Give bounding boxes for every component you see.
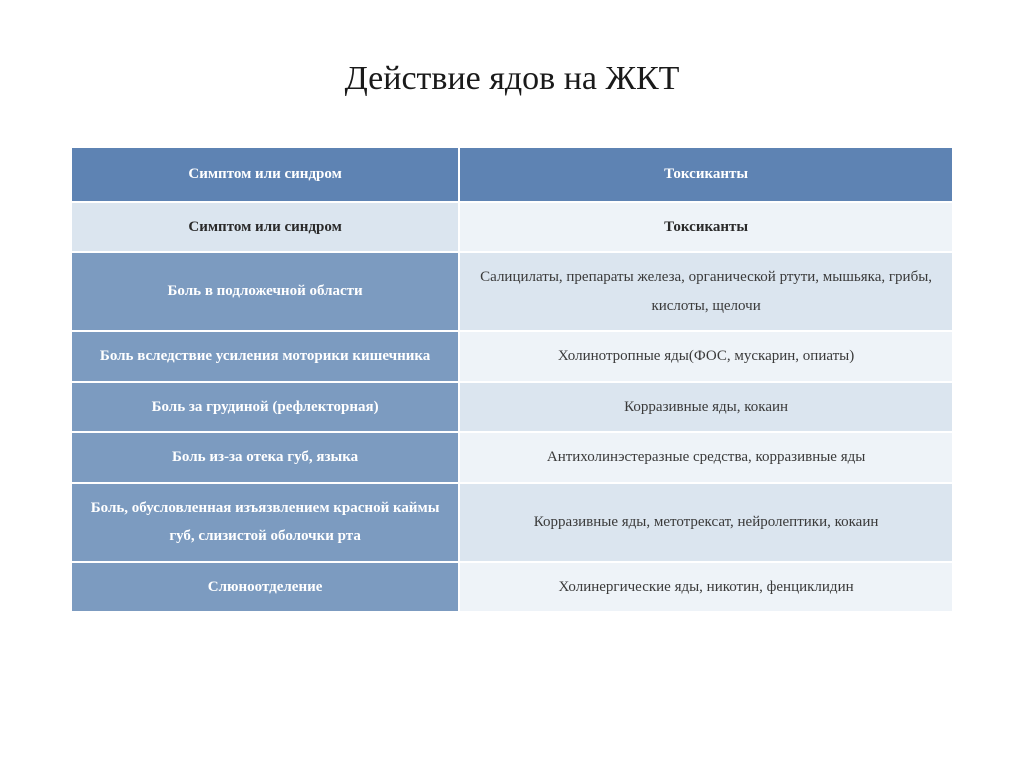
cell-toxicant: Холинергические яды, никотин, фенциклиди…	[459, 562, 952, 613]
cell-symptom: Боль вследствие усиления моторики кишечн…	[72, 331, 459, 382]
table-subheader-row: Симптом или синдром Токсиканты	[72, 202, 952, 253]
subheader-toxicant: Токсиканты	[459, 202, 952, 253]
table-row: Боль за грудиной (рефлекторная) Корразив…	[72, 382, 952, 433]
cell-toxicant: Салицилаты, препараты железа, органическ…	[459, 252, 952, 331]
table-header-row: Симптом или синдром Токсиканты	[72, 148, 952, 202]
cell-toxicant: Холинотропные яды(ФОС, мускарин, опиаты)	[459, 331, 952, 382]
cell-symptom: Боль из-за отека губ, языка	[72, 432, 459, 483]
subheader-symptom: Симптом или синдром	[72, 202, 459, 253]
cell-symptom: Боль за грудиной (рефлекторная)	[72, 382, 459, 433]
header-toxicant: Токсиканты	[459, 148, 952, 202]
cell-toxicant: Корразивные яды, метотрексат, нейролепти…	[459, 483, 952, 562]
cell-symptom: Боль, обусловленная изъязвлением красной…	[72, 483, 459, 562]
cell-toxicant: Корразивные яды, кокаин	[459, 382, 952, 433]
page-title: Действие ядов на ЖКТ	[345, 60, 680, 98]
table-row: Боль из-за отека губ, языка Антихолинэст…	[72, 432, 952, 483]
table-row: Боль, обусловленная изъязвлением красной…	[72, 483, 952, 562]
cell-symptom: Боль в подложечной области	[72, 252, 459, 331]
table-row: Боль в подложечной области Салицилаты, п…	[72, 252, 952, 331]
cell-toxicant: Антихолинэстеразные средства, корразивны…	[459, 432, 952, 483]
table-row: Слюноотделение Холинергические яды, нико…	[72, 562, 952, 613]
poison-effects-table: Симптом или синдром Токсиканты Симптом и…	[72, 148, 952, 613]
header-symptom: Симптом или синдром	[72, 148, 459, 202]
table-row: Боль вследствие усиления моторики кишечн…	[72, 331, 952, 382]
cell-symptom: Слюноотделение	[72, 562, 459, 613]
